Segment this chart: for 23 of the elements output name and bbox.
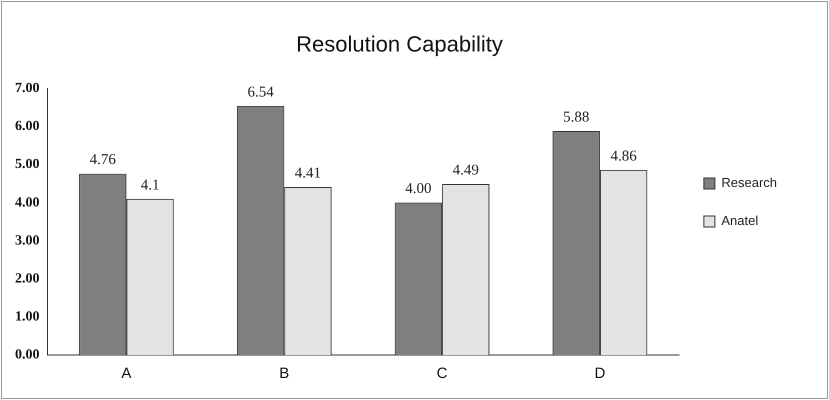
x-tick-label: D [594,365,606,382]
y-tick-label: 0.00 [15,348,40,363]
y-tick-label: 2.00 [15,271,40,286]
data-label: 4.49 [452,162,479,178]
legend-label: Research [721,175,778,190]
x-tick-label: A [121,365,132,382]
data-label: 4.76 [90,152,116,168]
chart-title: Resolution Capability [296,31,503,56]
data-label: 5.88 [563,109,590,126]
data-label: 4.00 [405,181,432,198]
y-tick-label: 1.00 [15,310,40,325]
y-tick-label: 3.00 [15,233,40,248]
x-tick-label: C [436,365,448,382]
data-label: 4.86 [610,148,638,164]
y-tick-label: 6.00 [15,119,40,134]
data-label: 6.54 [247,84,274,100]
y-tick-label: 7.00 [15,81,40,96]
data-label: 4.41 [294,165,322,182]
y-tick-label: 5.00 [15,157,40,172]
legend-label: Anatel [721,213,758,228]
x-tick-label: B [279,365,290,382]
y-tick-label: 4.00 [15,195,40,210]
data-label: 4.1 [140,177,160,194]
